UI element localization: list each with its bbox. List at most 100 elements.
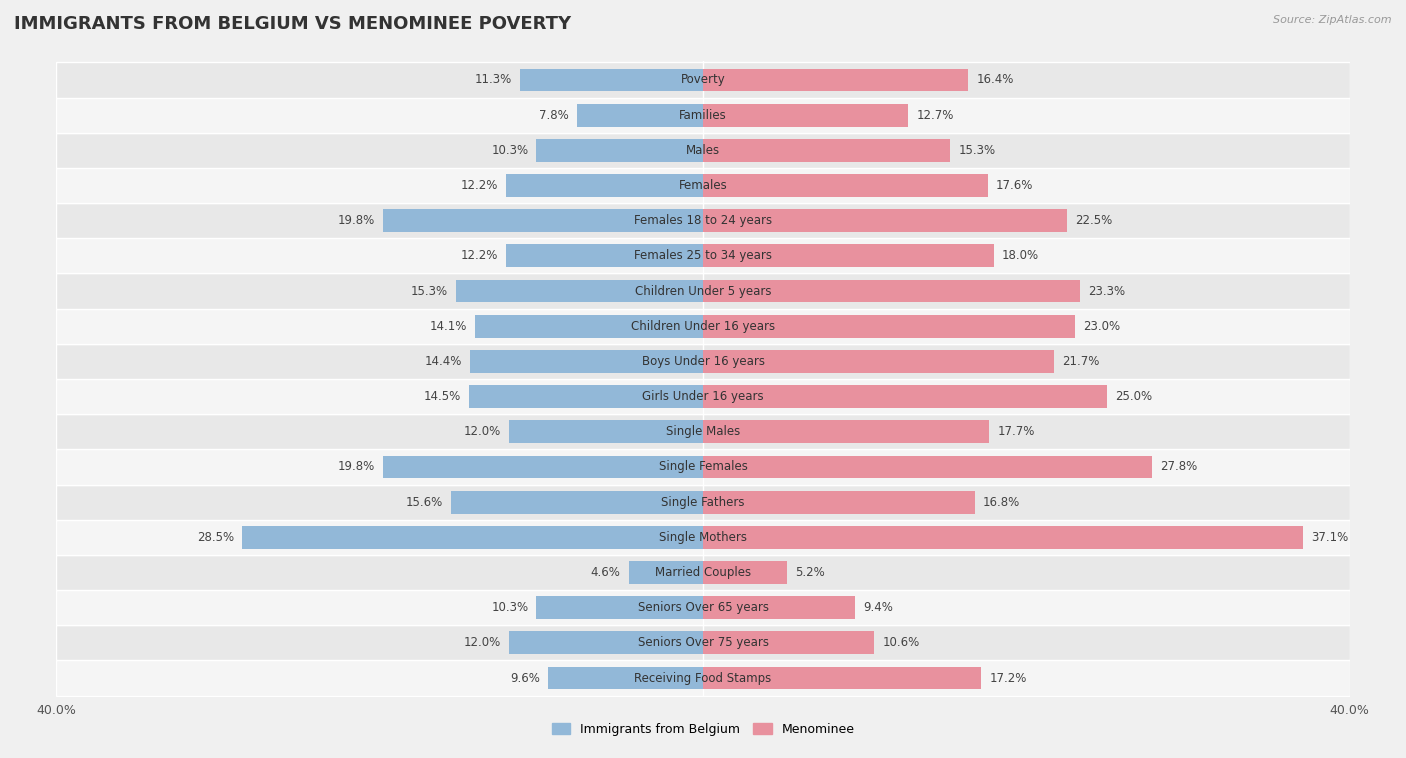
Bar (703, 350, 1054, 373)
Bar (56, 274, 1350, 309)
Text: 15.6%: 15.6% (405, 496, 443, 509)
Text: 12.2%: 12.2% (460, 179, 498, 192)
Text: 14.1%: 14.1% (430, 320, 467, 333)
Text: 19.8%: 19.8% (337, 460, 375, 474)
Text: 16.4%: 16.4% (976, 74, 1014, 86)
Text: Seniors Over 65 years: Seniors Over 65 years (637, 601, 769, 614)
Bar (506, 244, 703, 268)
Bar (703, 104, 908, 127)
Text: 17.2%: 17.2% (990, 672, 1026, 684)
Bar (703, 421, 990, 443)
Text: Single Females: Single Females (658, 460, 748, 474)
Bar (56, 133, 1350, 168)
Bar (703, 139, 950, 161)
Text: 23.3%: 23.3% (1088, 284, 1125, 298)
Bar (56, 484, 1350, 520)
Bar (537, 597, 703, 619)
Bar (451, 490, 703, 514)
Bar (537, 139, 703, 161)
Text: 9.4%: 9.4% (863, 601, 893, 614)
Bar (56, 379, 1350, 414)
Text: 10.3%: 10.3% (491, 144, 529, 157)
Text: Girls Under 16 years: Girls Under 16 years (643, 390, 763, 403)
Text: 15.3%: 15.3% (959, 144, 995, 157)
Text: 19.8%: 19.8% (337, 215, 375, 227)
Text: 4.6%: 4.6% (591, 566, 620, 579)
Text: Females: Females (679, 179, 727, 192)
Bar (703, 490, 974, 514)
Text: 17.7%: 17.7% (997, 425, 1035, 438)
Text: Married Couples: Married Couples (655, 566, 751, 579)
Bar (456, 280, 703, 302)
Bar (703, 68, 969, 92)
Bar (548, 666, 703, 690)
Legend: Immigrants from Belgium, Menominee: Immigrants from Belgium, Menominee (551, 722, 855, 736)
Bar (470, 350, 703, 373)
Text: 37.1%: 37.1% (1310, 531, 1348, 543)
Bar (56, 449, 1350, 484)
Text: Receiving Food Stamps: Receiving Food Stamps (634, 672, 772, 684)
Text: 15.3%: 15.3% (411, 284, 447, 298)
Bar (703, 597, 855, 619)
Bar (509, 631, 703, 654)
Bar (703, 666, 981, 690)
Text: Single Fathers: Single Fathers (661, 496, 745, 509)
Bar (703, 561, 787, 584)
Text: Single Mothers: Single Mothers (659, 531, 747, 543)
Bar (703, 209, 1067, 232)
Text: 9.6%: 9.6% (510, 672, 540, 684)
Bar (468, 385, 703, 408)
Bar (56, 309, 1350, 344)
Text: 10.6%: 10.6% (883, 636, 920, 650)
Text: 28.5%: 28.5% (197, 531, 233, 543)
Text: 14.5%: 14.5% (423, 390, 461, 403)
Text: Seniors Over 75 years: Seniors Over 75 years (637, 636, 769, 650)
Bar (56, 414, 1350, 449)
Bar (703, 244, 994, 268)
Bar (56, 660, 1350, 696)
Text: Boys Under 16 years: Boys Under 16 years (641, 355, 765, 368)
Bar (475, 315, 703, 337)
Text: 21.7%: 21.7% (1062, 355, 1099, 368)
Bar (628, 561, 703, 584)
Text: Females 25 to 34 years: Females 25 to 34 years (634, 249, 772, 262)
Text: IMMIGRANTS FROM BELGIUM VS MENOMINEE POVERTY: IMMIGRANTS FROM BELGIUM VS MENOMINEE POV… (14, 15, 571, 33)
Text: 11.3%: 11.3% (475, 74, 512, 86)
Bar (382, 456, 703, 478)
Bar (506, 174, 703, 197)
Text: Source: ZipAtlas.com: Source: ZipAtlas.com (1274, 15, 1392, 25)
Text: Children Under 5 years: Children Under 5 years (634, 284, 772, 298)
Text: 16.8%: 16.8% (983, 496, 1019, 509)
Bar (56, 98, 1350, 133)
Bar (520, 68, 703, 92)
Bar (382, 209, 703, 232)
Bar (703, 526, 1303, 549)
Bar (703, 456, 1153, 478)
Bar (703, 174, 987, 197)
Text: 5.2%: 5.2% (796, 566, 825, 579)
Bar (509, 421, 703, 443)
Text: Males: Males (686, 144, 720, 157)
Bar (56, 625, 1350, 660)
Text: 12.0%: 12.0% (464, 425, 501, 438)
Text: 14.4%: 14.4% (425, 355, 463, 368)
Text: 10.3%: 10.3% (491, 601, 529, 614)
Bar (56, 203, 1350, 238)
Bar (242, 526, 703, 549)
Text: 12.0%: 12.0% (464, 636, 501, 650)
Bar (56, 590, 1350, 625)
Bar (703, 315, 1074, 337)
Bar (56, 62, 1350, 98)
Text: Children Under 16 years: Children Under 16 years (631, 320, 775, 333)
Text: Females 18 to 24 years: Females 18 to 24 years (634, 215, 772, 227)
Bar (703, 280, 1080, 302)
Text: 12.2%: 12.2% (460, 249, 498, 262)
Text: 12.7%: 12.7% (917, 108, 953, 122)
Text: 22.5%: 22.5% (1074, 215, 1112, 227)
Bar (56, 555, 1350, 590)
Bar (56, 238, 1350, 274)
Text: 17.6%: 17.6% (995, 179, 1033, 192)
Bar (703, 631, 875, 654)
Bar (703, 385, 1108, 408)
Bar (56, 344, 1350, 379)
